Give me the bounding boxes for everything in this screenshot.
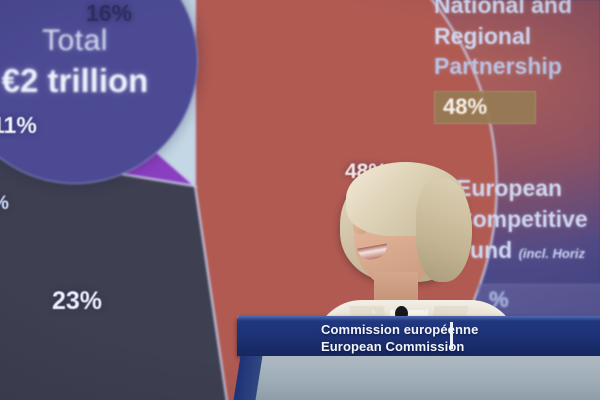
slice-label-23: 23% [52, 287, 103, 315]
legend-item-european-competitiveness-fund: European Competitive Fund (incl. Horiz [456, 173, 600, 266]
legend-item-national-regional-partnership: National and Regional Partnership 48% [434, 0, 600, 124]
podium: Commission européenne European Commissio… [237, 316, 600, 400]
legend-badge-48: 48% [434, 90, 536, 124]
podium-body [245, 356, 600, 400]
donut-center-value: €2 trillion [1, 61, 149, 99]
podium-band: Commission européenne European Commissio… [237, 316, 600, 356]
slice-label-16: 16% [86, 0, 133, 26]
podium-divider [450, 322, 453, 349]
podium-text-fr: Commission européenne [321, 322, 479, 337]
slice-label-11: 11% [0, 112, 37, 138]
legend-line-1: National and [434, 0, 573, 18]
donut-slice-23 [0, 133, 228, 400]
podium-text: Commission européenne European Commissio… [321, 321, 478, 355]
slice-label-small: % [0, 193, 9, 215]
legend2-line-2: Competitive [456, 206, 588, 233]
legend2-note: (incl. Horiz [518, 246, 586, 262]
speaker-hair-side [416, 178, 472, 282]
legend-line-3: Partnership [434, 53, 562, 80]
legend2-line-1: European [456, 175, 563, 201]
legend-line-2: Regional [434, 22, 532, 49]
legend-badge-48-text: 48% [443, 93, 488, 119]
donut-center-label: Total [42, 23, 108, 57]
podium-text-en: European Commission [321, 339, 465, 355]
